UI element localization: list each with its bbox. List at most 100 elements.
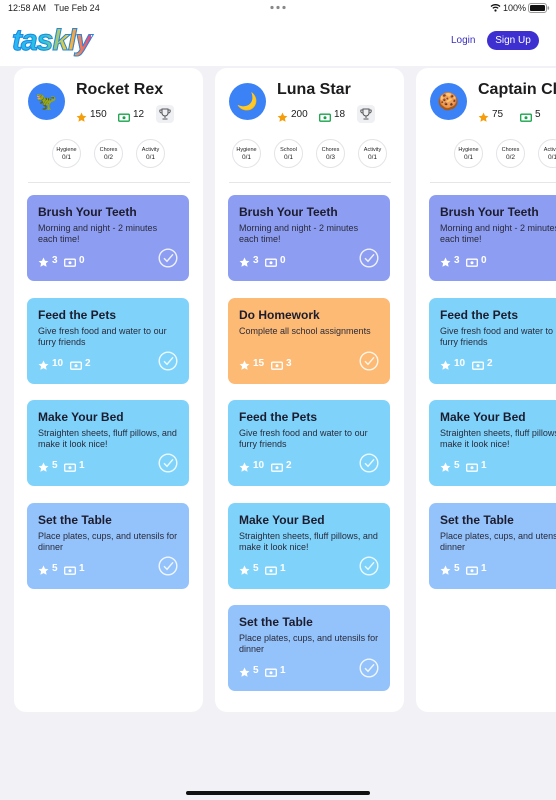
task-description: Complete all school assignments — [239, 325, 371, 336]
task-description: Give fresh food and water to our furry f… — [38, 325, 167, 347]
category-count: 0/1 — [145, 154, 156, 161]
task-card[interactable]: Feed the Pets Give fresh food and water t… — [429, 297, 556, 384]
task-card[interactable]: Make Your Bed Straighten sheets, fluff pi… — [429, 400, 556, 486]
signup-button[interactable]: Sign Up — [487, 31, 539, 50]
task-stars: 5 — [454, 460, 460, 471]
complete-button[interactable] — [359, 248, 379, 273]
task-star-icon-svg — [239, 462, 250, 472]
complete-button[interactable] — [158, 555, 178, 581]
task-stars: 10 — [52, 357, 64, 369]
task-stars: 5 — [454, 562, 460, 574]
kid-avatar: 🍪 — [430, 83, 467, 120]
task-star-icon — [440, 460, 451, 478]
star-count: 150 — [90, 109, 107, 120]
kid-name: Captain Cl — [478, 81, 556, 98]
trophy-button[interactable] — [156, 105, 174, 123]
logo[interactable]: taskly — [11, 24, 92, 58]
task-cash-icon — [466, 255, 478, 273]
task-stars: 5 — [253, 562, 259, 574]
task-cash: 1 — [79, 460, 85, 471]
star-icon — [277, 110, 288, 128]
task-cash-icon-svg — [265, 566, 277, 575]
task-cash-icon-svg — [70, 361, 82, 370]
task-card[interactable]: Feed the Pets Give fresh food and water t… — [228, 400, 390, 486]
category-progress: Hygiene 0/1 — [454, 139, 483, 168]
task-stars: 5 — [52, 460, 58, 471]
complete-button[interactable] — [158, 248, 178, 273]
task-stars: 3 — [52, 255, 58, 266]
task-description: Give fresh food and water to our furry f… — [440, 325, 556, 347]
task-cash-icon-svg — [64, 463, 76, 472]
task-stars: 3 — [253, 255, 259, 266]
task-star-icon — [38, 563, 49, 581]
kid-name: Rocket Rex — [76, 81, 164, 98]
complete-button[interactable] — [158, 453, 178, 478]
check-icon — [359, 453, 379, 473]
task-title: Make Your Bed — [440, 410, 526, 424]
task-cash: 1 — [481, 562, 487, 574]
category-progress: Chores 0/3 — [316, 139, 345, 168]
check-icon — [158, 555, 178, 576]
cash-icon-svg — [520, 113, 532, 122]
cash-icon-svg — [319, 113, 331, 122]
check-icon — [359, 248, 379, 268]
category-progress: Chores 0/2 — [94, 139, 123, 168]
task-cash-icon-svg — [265, 668, 277, 677]
task-cash: 1 — [280, 562, 286, 574]
task-description: Place plates, cups, and utensils for din… — [239, 633, 379, 654]
task-card[interactable]: Set the Table Place plates, cups, and ute… — [429, 502, 556, 589]
task-star-icon — [38, 255, 49, 273]
task-star-icon-svg — [38, 360, 49, 370]
complete-button[interactable] — [359, 555, 379, 581]
star-icon-svg — [76, 112, 87, 122]
trophy-icon — [159, 108, 171, 120]
divider — [229, 182, 391, 183]
category-label: School — [280, 147, 297, 153]
task-cash-icon-svg — [472, 361, 484, 370]
task-cash-icon-svg — [265, 258, 277, 267]
task-card[interactable]: Brush Your Teeth Morning and night - 2 mi… — [228, 195, 390, 281]
task-cash: 2 — [85, 357, 91, 369]
task-title: Brush Your Teeth — [440, 205, 539, 219]
task-stars: 5 — [52, 562, 58, 574]
task-cash: 1 — [79, 562, 85, 574]
category-count: 0/2 — [103, 154, 114, 161]
trophy-button[interactable] — [357, 105, 375, 123]
complete-button[interactable] — [158, 350, 178, 376]
star-count: 200 — [291, 109, 308, 120]
task-title: Brush Your Teeth — [239, 205, 338, 219]
task-card[interactable]: Make Your Bed Straighten sheets, fluff pi… — [228, 502, 390, 589]
login-button[interactable]: Login — [451, 35, 476, 46]
check-icon — [158, 248, 178, 268]
task-star-icon-svg — [440, 360, 451, 370]
task-cash: 0 — [280, 255, 286, 266]
kid-card: 🍪Captain Cl755Hygiene0/1Chores0/2Activit… — [416, 68, 556, 712]
task-cash-icon — [265, 255, 277, 273]
trophy-icon — [360, 108, 372, 120]
task-description: Place plates, cups, and utensils for din… — [440, 530, 556, 552]
task-card[interactable]: Set the Table Place plates, cups, and ute… — [228, 605, 390, 691]
task-card[interactable]: Make Your Bed Straighten sheets, fluff pi… — [27, 400, 189, 486]
complete-button[interactable] — [359, 658, 379, 683]
task-cash: 2 — [286, 460, 292, 471]
task-star-icon — [38, 358, 49, 376]
task-cash: 0 — [481, 255, 487, 266]
task-card[interactable]: Brush Your Teeth Morning and night - 2 mi… — [429, 195, 556, 281]
task-title: Brush Your Teeth — [38, 205, 137, 219]
task-card[interactable]: Brush Your Teeth Morning and night - 2 mi… — [27, 195, 189, 281]
task-star-icon-svg — [239, 565, 250, 575]
category-label: Chores — [501, 147, 520, 153]
task-card[interactable]: Do Homework Complete all school assignmen… — [228, 297, 390, 384]
star-icon-svg — [478, 112, 489, 122]
task-card[interactable]: Feed the Pets Give fresh food and water t… — [27, 297, 189, 384]
task-star-icon — [239, 358, 250, 376]
category-label: Chores — [321, 147, 340, 153]
complete-button[interactable] — [359, 350, 379, 376]
home-indicator — [186, 791, 370, 795]
category-label: Hygiene — [236, 147, 257, 153]
task-card[interactable]: Set the Table Place plates, cups, and ute… — [27, 502, 189, 589]
category-label: Hygiene — [56, 147, 77, 153]
complete-button[interactable] — [359, 453, 379, 478]
task-cash-icon-svg — [466, 463, 478, 472]
